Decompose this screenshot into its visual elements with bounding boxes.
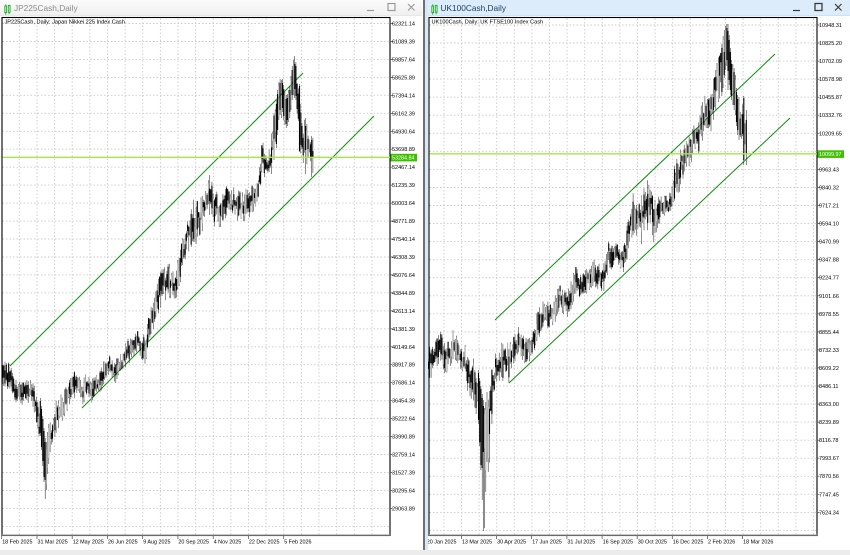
svg-text:61089.39: 61089.39 <box>392 40 415 46</box>
svg-text:10948.31: 10948.31 <box>819 23 842 29</box>
svg-text:9963.43: 9963.43 <box>819 167 839 173</box>
svg-text:10332.76: 10332.76 <box>819 113 842 119</box>
svg-text:9347.88: 9347.88 <box>819 258 839 264</box>
svg-text:53284.84: 53284.84 <box>392 155 414 161</box>
svg-text:4 Nov 2025: 4 Nov 2025 <box>214 539 242 545</box>
svg-text:48771.89: 48771.89 <box>392 219 415 225</box>
svg-text:54930.64: 54930.64 <box>392 129 415 135</box>
svg-text:8609.22: 8609.22 <box>819 366 839 372</box>
svg-text:9 Aug 2025: 9 Aug 2025 <box>143 539 170 545</box>
svg-text:43844.89: 43844.89 <box>392 291 415 297</box>
svg-text:7870.56: 7870.56 <box>819 474 839 480</box>
svg-text:26 Jun 2025: 26 Jun 2025 <box>108 539 138 545</box>
svg-text:30 Oct 2025: 30 Oct 2025 <box>638 539 667 545</box>
svg-text:56162.39: 56162.39 <box>392 111 415 117</box>
svg-text:9594.10: 9594.10 <box>819 222 839 228</box>
svg-text:41381.39: 41381.39 <box>392 327 415 333</box>
svg-text:10825.20: 10825.20 <box>819 41 842 47</box>
svg-text:29063.89: 29063.89 <box>392 506 415 512</box>
svg-text:40149.64: 40149.64 <box>392 345 415 351</box>
svg-text:20 Jan 2025: 20 Jan 2025 <box>427 539 457 545</box>
svg-text:16 Dec 2025: 16 Dec 2025 <box>673 539 704 545</box>
svg-text:31527.39: 31527.39 <box>392 471 415 477</box>
svg-text:JP225Cash, Daily: Japan Nikkei: JP225Cash, Daily: Japan Nikkei 225 Index… <box>5 20 125 26</box>
svg-text:51235.39: 51235.39 <box>392 183 415 189</box>
svg-text:38917.89: 38917.89 <box>392 363 415 369</box>
svg-text:62321.14: 62321.14 <box>392 22 415 28</box>
svg-text:7747.45: 7747.45 <box>819 492 839 498</box>
svg-text:8732.33: 8732.33 <box>819 348 839 354</box>
svg-text:45076.64: 45076.64 <box>392 273 415 279</box>
svg-text:10702.09: 10702.09 <box>819 59 842 65</box>
svg-text:9840.32: 9840.32 <box>819 186 839 192</box>
svg-text:58625.89: 58625.89 <box>392 75 415 81</box>
svg-text:10578.98: 10578.98 <box>819 77 842 83</box>
svg-text:22 Dec 2025: 22 Dec 2025 <box>249 539 280 545</box>
svg-text:32759.14: 32759.14 <box>392 453 415 459</box>
svg-text:37686.14: 37686.14 <box>392 381 415 387</box>
svg-text:8239.89: 8239.89 <box>819 420 839 426</box>
svg-text:9470.99: 9470.99 <box>819 240 839 246</box>
svg-text:36454.39: 36454.39 <box>392 399 415 405</box>
svg-text:12 May 2025: 12 May 2025 <box>73 539 104 545</box>
svg-text:9717.21: 9717.21 <box>819 204 839 210</box>
svg-text:31 Jul 2025: 31 Jul 2025 <box>567 539 595 545</box>
svg-text:7993.67: 7993.67 <box>819 456 839 462</box>
svg-text:33990.89: 33990.89 <box>392 435 415 441</box>
svg-text:8116.78: 8116.78 <box>819 438 838 444</box>
svg-text:59857.64: 59857.64 <box>392 57 415 63</box>
svg-text:35222.64: 35222.64 <box>392 417 415 423</box>
svg-text:53698.89: 53698.89 <box>392 147 415 153</box>
svg-text:18 Feb 2025: 18 Feb 2025 <box>2 539 32 545</box>
svg-text:17 Jun 2025: 17 Jun 2025 <box>532 539 562 545</box>
svg-text:7624.34: 7624.34 <box>819 510 839 516</box>
svg-text:8363.00: 8363.00 <box>819 402 839 408</box>
svg-text:10455.87: 10455.87 <box>819 95 842 101</box>
svg-text:5 Feb 2026: 5 Feb 2026 <box>284 539 311 545</box>
svg-text:9101.66: 9101.66 <box>819 294 839 300</box>
svg-text:16 Sep 2025: 16 Sep 2025 <box>603 539 634 545</box>
svg-text:47540.14: 47540.14 <box>392 237 415 243</box>
svg-text:UK100Cash, Daily: UK FTSE100 I: UK100Cash, Daily: UK FTSE100 Index Cash <box>432 20 544 26</box>
svg-text:8486.11: 8486.11 <box>819 384 838 390</box>
svg-text:42613.14: 42613.14 <box>392 309 415 315</box>
svg-text:50003.64: 50003.64 <box>392 201 415 207</box>
svg-text:10209.65: 10209.65 <box>819 131 842 137</box>
svg-text:31 Mar 2025: 31 Mar 2025 <box>38 539 68 545</box>
svg-text:2 Feb 2026: 2 Feb 2026 <box>708 539 735 545</box>
svg-text:9224.77: 9224.77 <box>819 276 839 282</box>
svg-text:8978.55: 8978.55 <box>819 312 839 318</box>
svg-text:10099.97: 10099.97 <box>819 152 841 158</box>
svg-text:30295.64: 30295.64 <box>392 489 415 495</box>
svg-text:57394.14: 57394.14 <box>392 93 415 99</box>
svg-text:8855.44: 8855.44 <box>819 330 839 336</box>
svg-text:13 Mar 2025: 13 Mar 2025 <box>462 539 492 545</box>
svg-text:30 Apr 2025: 30 Apr 2025 <box>497 539 526 545</box>
svg-text:20 Sep 2025: 20 Sep 2025 <box>178 539 209 545</box>
svg-text:52467.14: 52467.14 <box>392 165 415 171</box>
svg-text:46308.39: 46308.39 <box>392 255 415 261</box>
svg-text:18 Mar 2026: 18 Mar 2026 <box>743 539 773 545</box>
